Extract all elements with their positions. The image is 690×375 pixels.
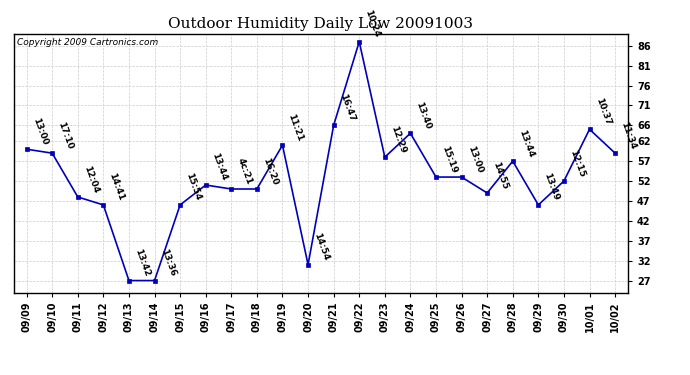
Text: 13:42: 13:42 xyxy=(133,248,151,278)
Text: 16:47: 16:47 xyxy=(338,92,356,123)
Text: 13:44: 13:44 xyxy=(517,128,535,158)
Text: 12:04: 12:04 xyxy=(82,164,100,194)
Text: 14:41: 14:41 xyxy=(108,172,126,202)
Text: 15:19: 15:19 xyxy=(440,144,458,174)
Text: 12:15: 12:15 xyxy=(568,148,586,178)
Text: 16:20: 16:20 xyxy=(261,156,279,186)
Text: 13:00: 13:00 xyxy=(466,144,484,174)
Text: 13:49: 13:49 xyxy=(542,172,561,202)
Text: Copyright 2009 Cartronics.com: Copyright 2009 Cartronics.com xyxy=(17,38,158,46)
Text: 11:21: 11:21 xyxy=(286,112,305,142)
Text: 17:10: 17:10 xyxy=(57,120,75,150)
Text: 10:37: 10:37 xyxy=(593,96,612,126)
Text: 13:40: 13:40 xyxy=(415,100,433,130)
Text: 13:44: 13:44 xyxy=(210,152,228,182)
Text: 12:29: 12:29 xyxy=(389,124,407,154)
Text: 13:00: 13:00 xyxy=(31,117,49,146)
Text: 14:55: 14:55 xyxy=(491,160,510,190)
Text: 15:54: 15:54 xyxy=(184,172,203,202)
Title: Outdoor Humidity Daily Low 20091003: Outdoor Humidity Daily Low 20091003 xyxy=(168,17,473,31)
Text: 4c:21: 4c:21 xyxy=(235,157,253,186)
Text: 13:36: 13:36 xyxy=(159,248,177,278)
Text: 14:54: 14:54 xyxy=(312,232,331,262)
Text: 11:34: 11:34 xyxy=(619,120,638,150)
Text: 10:24: 10:24 xyxy=(364,9,382,39)
